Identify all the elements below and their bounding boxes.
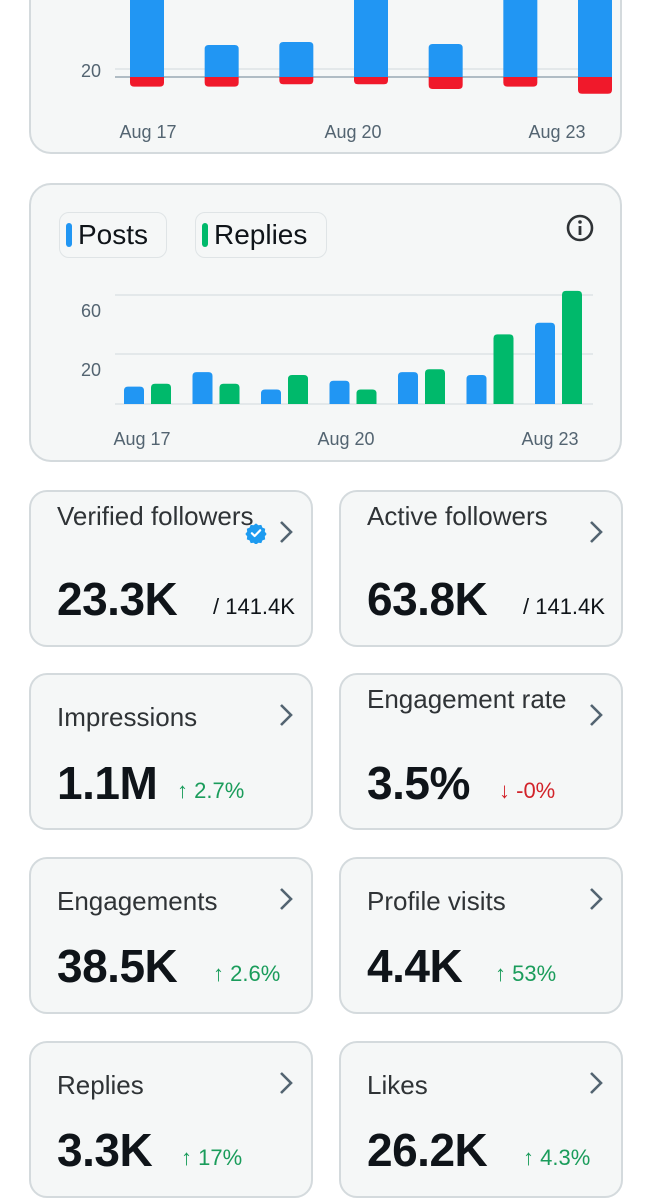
replies-bar [425, 369, 445, 404]
replies-bar [493, 334, 514, 404]
posts-bar [261, 389, 281, 404]
posts-replies-bar-chart: 60 20 Aug 17 Aug 20 Aug 23 [81, 290, 593, 449]
replies-change: ↑ 17% [181, 1145, 243, 1170]
posneg-bar-chart: 20 Aug 17 Aug 20 Aug 23 [81, 0, 612, 142]
positive-negative-chart-card: 20 Aug 17 Aug 20 Aug 23 [29, 0, 622, 154]
engagements-value: 38.5K [57, 940, 178, 992]
negative-bar [428, 77, 463, 89]
engagement-rate-value: 3.5% [367, 757, 470, 809]
engagements-change: ↑ 2.6% [213, 961, 281, 986]
positive-bar [204, 45, 239, 77]
likes-label: Likes [367, 1070, 428, 1100]
posts-bar [398, 372, 418, 404]
profile-visits-label: Profile visits [367, 886, 506, 916]
positive-bar [354, 0, 388, 77]
positive-bar [503, 0, 538, 77]
replies-label: Replies [57, 1070, 144, 1100]
x-tick-label: Aug 20 [317, 429, 374, 449]
likes-value: 26.2K [367, 1124, 488, 1176]
impressions-change: ↑ 2.7% [177, 778, 245, 803]
legend-posts-label: Posts [78, 219, 149, 250]
verified-followers-total: / 141.4K [213, 594, 295, 619]
y-tick-label: 20 [81, 360, 101, 380]
engagement-rate-label: Engagement rate [367, 684, 567, 714]
replies-value: 3.3K [57, 1124, 153, 1176]
verified-followers-label: Verified followers [57, 501, 254, 531]
negative-bar [130, 77, 164, 87]
replies-bar [151, 383, 171, 404]
legend-posts-toggle[interactable]: Posts [59, 212, 167, 258]
replies-bar [219, 383, 240, 404]
active-followers-value: 63.8K [367, 573, 488, 625]
x-tick-label: Aug 23 [521, 429, 578, 449]
engagement-rate-change: ↓ -0% [499, 778, 556, 803]
chevron-right-icon [280, 704, 293, 726]
impressions-value: 1.1M [57, 757, 158, 809]
profile-visits-change: ↑ 53% [495, 961, 557, 986]
chevron-right-icon [590, 1072, 603, 1094]
engagements-label: Engagements [57, 886, 218, 916]
verified-followers-card[interactable]: Verified followers 23.3K / 141.4K [29, 490, 313, 647]
verified-badge-icon [245, 523, 267, 544]
posts-bar [535, 322, 555, 404]
chevron-right-icon [590, 888, 603, 910]
x-tick-label: Aug 17 [113, 429, 170, 449]
likes-change: ↑ 4.3% [523, 1145, 591, 1170]
chevron-right-icon [280, 888, 293, 910]
likes-card[interactable]: Likes 26.2K ↑ 4.3% [339, 1041, 623, 1198]
chevron-right-icon [590, 521, 603, 543]
positive-bar [428, 44, 463, 77]
y-tick-label: 20 [81, 61, 101, 81]
posts-bar [466, 375, 487, 404]
chevron-right-icon [280, 521, 293, 543]
verified-followers-value: 23.3K [57, 573, 178, 625]
positive-bar [279, 42, 314, 77]
engagement-rate-card[interactable]: Engagement rate 3.5% ↓ -0% [339, 673, 623, 830]
x-tick-label: Aug 17 [119, 122, 176, 142]
info-icon[interactable] [565, 213, 595, 243]
posts-replies-chart-card: Posts Replies 60 20 Aug 17 Aug 20 Aug 23 [29, 183, 622, 462]
negative-bar [354, 77, 388, 85]
profile-visits-value: 4.4K [367, 940, 463, 992]
negative-bar [578, 77, 612, 94]
legend-replies-toggle[interactable]: Replies [195, 212, 327, 258]
posts-bar [124, 386, 144, 404]
x-tick-label: Aug 23 [528, 122, 585, 142]
replies-bar [562, 290, 582, 404]
negative-bar [279, 77, 314, 85]
positive-bar [578, 0, 612, 77]
chevron-right-icon [590, 704, 603, 726]
active-followers-label: Active followers [367, 501, 548, 531]
posts-bar [329, 380, 350, 404]
y-tick-label: 60 [81, 301, 101, 321]
impressions-label: Impressions [57, 702, 198, 732]
replies-swatch [202, 223, 208, 247]
negative-bar [503, 77, 538, 87]
active-followers-card[interactable]: Active followers 63.8K / 141.4K [339, 490, 623, 647]
impressions-card[interactable]: Impressions 1.1M ↑ 2.7% [29, 673, 313, 830]
replies-bar [356, 389, 377, 404]
positive-bar [130, 0, 164, 77]
posts-bar [192, 372, 213, 404]
negative-bar [204, 77, 239, 87]
posts-swatch [66, 223, 72, 247]
replies-bar [288, 375, 308, 404]
replies-card[interactable]: Replies 3.3K ↑ 17% [29, 1041, 313, 1198]
x-tick-label: Aug 20 [324, 122, 381, 142]
active-followers-total: / 141.4K [523, 594, 605, 619]
profile-visits-card[interactable]: Profile visits 4.4K ↑ 53% [339, 857, 623, 1014]
legend-replies-label: Replies [214, 219, 308, 250]
engagements-card[interactable]: Engagements 38.5K ↑ 2.6% [29, 857, 313, 1014]
chevron-right-icon [280, 1072, 293, 1094]
